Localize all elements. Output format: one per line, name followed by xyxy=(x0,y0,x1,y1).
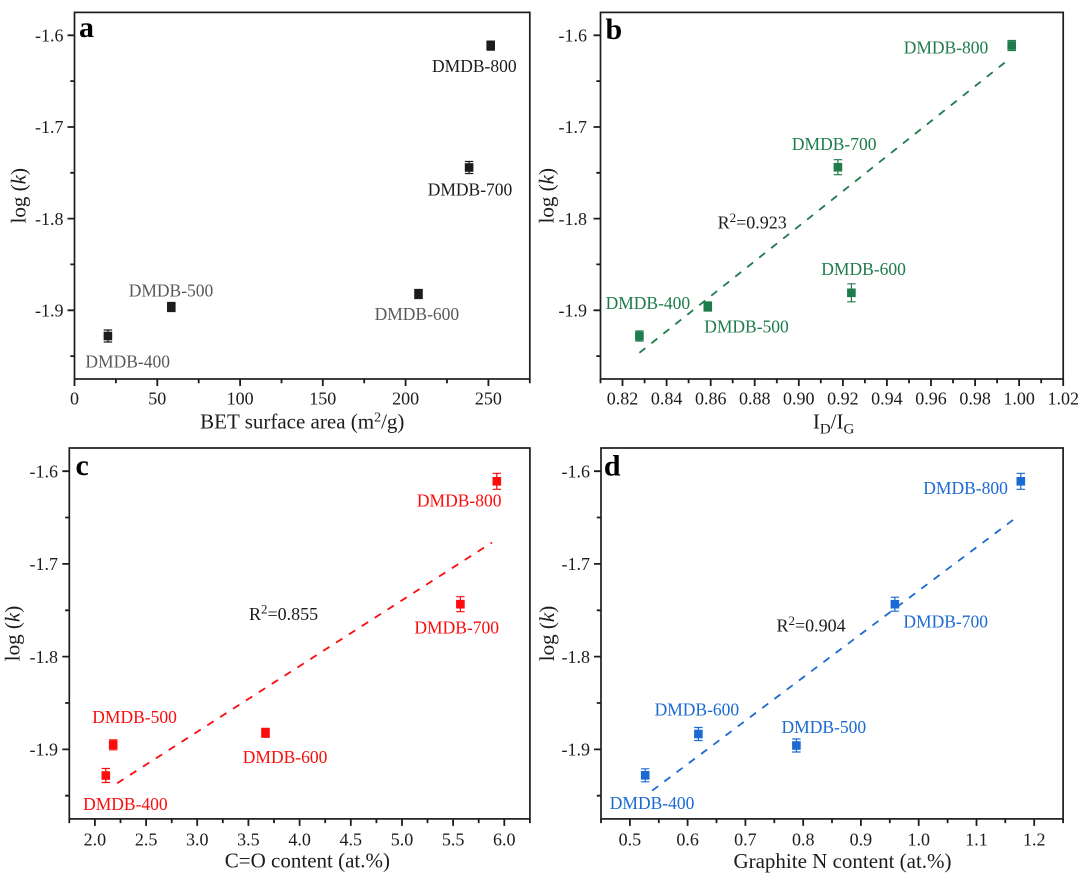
svg-text:0.5: 0.5 xyxy=(619,830,642,850)
svg-text:0.98: 0.98 xyxy=(959,389,991,409)
svg-text:DMDB-800: DMDB-800 xyxy=(904,38,989,58)
svg-text:DMDB-700: DMDB-700 xyxy=(414,618,499,638)
svg-text:DMDB-700: DMDB-700 xyxy=(903,612,988,632)
svg-text:-1.9: -1.9 xyxy=(562,740,591,760)
svg-text:5.0: 5.0 xyxy=(391,830,414,850)
svg-text:DMDB-400: DMDB-400 xyxy=(85,351,170,371)
svg-text:DMDB-400: DMDB-400 xyxy=(606,293,691,313)
svg-text:-1.6: -1.6 xyxy=(559,26,588,46)
svg-text:1.1: 1.1 xyxy=(965,830,988,850)
svg-text:1.2: 1.2 xyxy=(1023,830,1046,850)
svg-text:0.7: 0.7 xyxy=(734,830,757,850)
svg-text:6.0: 6.0 xyxy=(493,830,516,850)
svg-text:log (k): log (k) xyxy=(1,606,25,661)
svg-text:DMDB-700: DMDB-700 xyxy=(428,180,513,200)
svg-text:1.02: 1.02 xyxy=(1047,389,1079,409)
svg-text:0.84: 0.84 xyxy=(651,389,683,409)
svg-text:4.5: 4.5 xyxy=(340,830,363,850)
svg-text:-1.8: -1.8 xyxy=(562,647,591,667)
svg-text:50: 50 xyxy=(148,389,166,409)
svg-text:100: 100 xyxy=(227,389,254,409)
svg-text:log (k): log (k) xyxy=(535,168,559,223)
svg-text:-1.9: -1.9 xyxy=(30,740,59,760)
svg-text:DMDB-600: DMDB-600 xyxy=(375,304,460,324)
svg-text:-1.8: -1.8 xyxy=(30,647,59,667)
svg-text:log (k): log (k) xyxy=(535,606,559,661)
svg-text:0.86: 0.86 xyxy=(695,389,727,409)
svg-text:-1.7: -1.7 xyxy=(35,117,64,137)
svg-text:1.0: 1.0 xyxy=(907,830,930,850)
svg-text:-1.9: -1.9 xyxy=(35,301,64,321)
svg-text:BET surface area (m2/g): BET surface area (m2/g) xyxy=(200,410,404,434)
svg-text:DMDB-700: DMDB-700 xyxy=(792,134,877,154)
svg-text:200: 200 xyxy=(392,389,419,409)
svg-text:d: d xyxy=(604,450,621,483)
svg-text:-1.6: -1.6 xyxy=(30,461,59,481)
svg-text:b: b xyxy=(606,13,623,46)
svg-text:0: 0 xyxy=(70,389,79,409)
svg-text:DMDB-600: DMDB-600 xyxy=(821,259,906,279)
svg-text:c: c xyxy=(76,449,89,482)
svg-text:DMDB-500: DMDB-500 xyxy=(92,707,177,727)
svg-text:DMDB-400: DMDB-400 xyxy=(83,794,168,814)
svg-text:0.8: 0.8 xyxy=(792,830,815,850)
svg-text:0.90: 0.90 xyxy=(783,389,815,409)
svg-text:0.82: 0.82 xyxy=(607,389,639,409)
svg-text:R2=0.855: R2=0.855 xyxy=(249,602,318,625)
svg-text:0.96: 0.96 xyxy=(915,389,947,409)
svg-text:-1.8: -1.8 xyxy=(559,209,588,229)
svg-text:0.6: 0.6 xyxy=(676,830,699,850)
svg-text:DMDB-500: DMDB-500 xyxy=(129,280,214,300)
svg-text:C=O content (at.%): C=O content (at.%) xyxy=(225,849,390,873)
svg-text:1.00: 1.00 xyxy=(1003,389,1035,409)
svg-text:2.5: 2.5 xyxy=(135,830,158,850)
svg-text:3.0: 3.0 xyxy=(186,830,209,850)
svg-text:DMDB-500: DMDB-500 xyxy=(704,316,789,336)
svg-text:DMDB-400: DMDB-400 xyxy=(610,793,695,813)
svg-text:-1.6: -1.6 xyxy=(562,461,591,481)
svg-text:-1.6: -1.6 xyxy=(35,26,64,46)
svg-text:-1.7: -1.7 xyxy=(30,554,59,574)
svg-text:4.0: 4.0 xyxy=(288,830,311,850)
svg-text:0.9: 0.9 xyxy=(850,830,873,850)
svg-text:DMDB-600: DMDB-600 xyxy=(655,700,740,720)
svg-text:R2=0.904: R2=0.904 xyxy=(777,613,846,636)
svg-text:0.92: 0.92 xyxy=(827,389,859,409)
svg-text:-1.9: -1.9 xyxy=(559,301,588,321)
svg-text:DMDB-800: DMDB-800 xyxy=(417,491,502,511)
svg-text:log (k): log (k) xyxy=(7,168,31,223)
svg-text:DMDB-500: DMDB-500 xyxy=(782,717,867,737)
svg-text:150: 150 xyxy=(309,389,336,409)
svg-text:5.5: 5.5 xyxy=(442,830,465,850)
svg-text:2.0: 2.0 xyxy=(84,830,107,850)
svg-text:-1.8: -1.8 xyxy=(35,209,64,229)
svg-text:DMDB-800: DMDB-800 xyxy=(923,478,1008,498)
svg-text:Graphite N content (at.%): Graphite N content (at.%) xyxy=(733,849,951,873)
svg-text:DMDB-600: DMDB-600 xyxy=(243,747,328,767)
svg-text:0.94: 0.94 xyxy=(871,389,903,409)
svg-text:a: a xyxy=(79,11,94,44)
svg-text:250: 250 xyxy=(475,389,502,409)
svg-text:-1.7: -1.7 xyxy=(562,554,591,574)
svg-text:DMDB-800: DMDB-800 xyxy=(432,56,517,76)
svg-text:R2=0.923: R2=0.923 xyxy=(718,210,787,233)
svg-text:-1.7: -1.7 xyxy=(559,117,588,137)
svg-text:0.88: 0.88 xyxy=(739,389,771,409)
svg-text:3.5: 3.5 xyxy=(237,830,260,850)
